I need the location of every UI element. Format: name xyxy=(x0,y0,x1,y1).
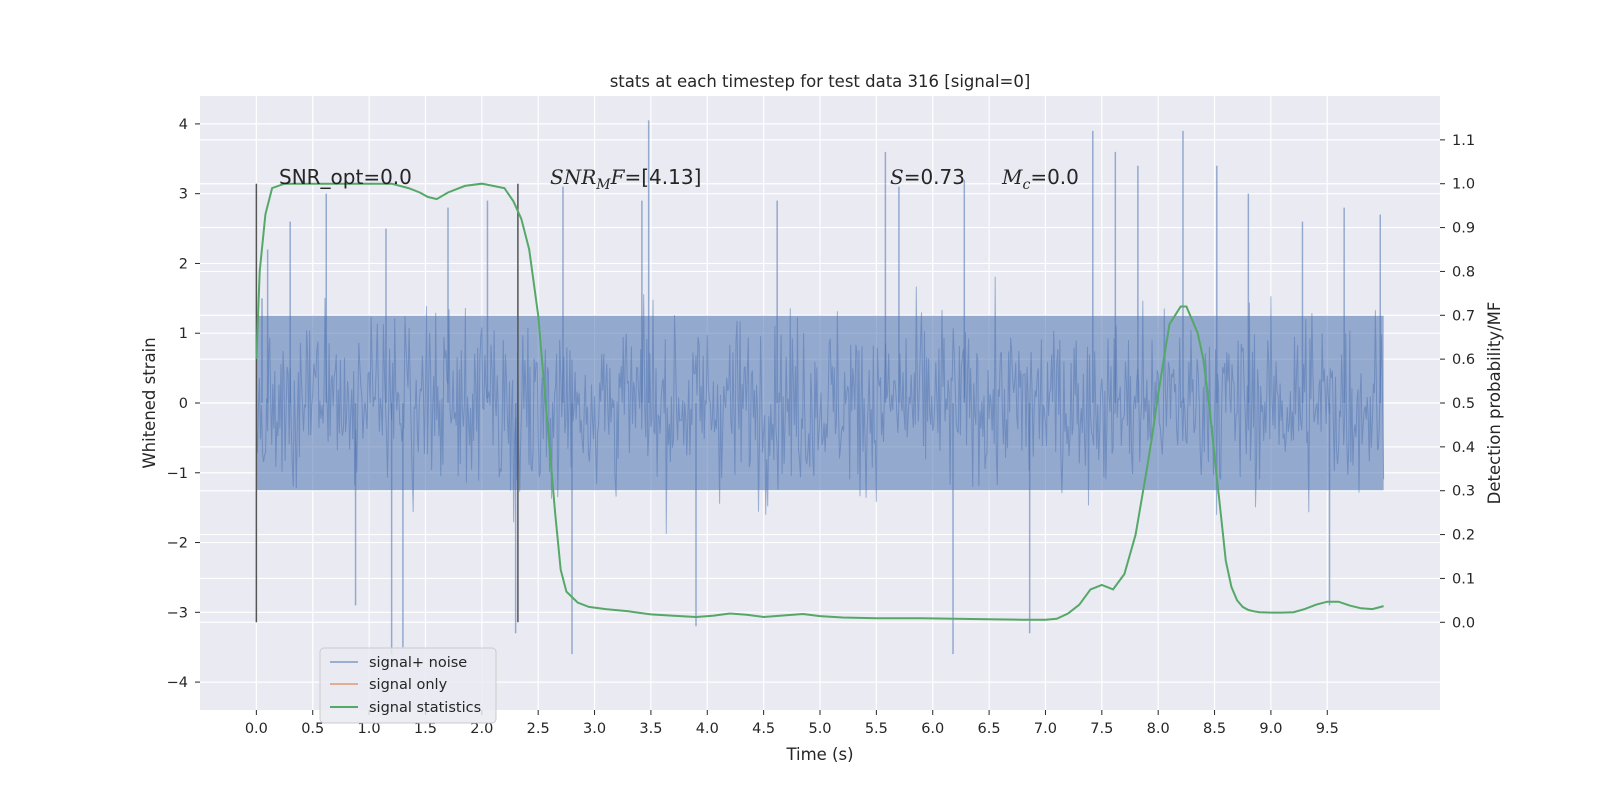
x-tick-label: 0.5 xyxy=(301,721,324,737)
s-value: =0.73 xyxy=(904,165,965,189)
mc-value: =0.0 xyxy=(1030,165,1079,189)
noise-series xyxy=(255,120,1385,655)
snr-mf-annotation: SNRMF=[4.13] xyxy=(550,165,701,193)
x-tick-label: 3.0 xyxy=(583,721,606,737)
y-right-tick-label: 0.9 xyxy=(1452,221,1475,237)
y-left-tick-label: −1 xyxy=(167,466,188,482)
noise-trace xyxy=(255,276,1385,534)
signal-statistics-line xyxy=(255,182,1384,621)
y-right-tick-label: 0.8 xyxy=(1452,264,1475,280)
snr-mf-symbol: SNR xyxy=(550,165,596,189)
y-left-tick-label: −4 xyxy=(167,675,188,691)
x-tick-label: 6.5 xyxy=(978,721,1001,737)
legend-box xyxy=(319,647,497,724)
y-right-tick-label: 0.1 xyxy=(1452,571,1475,587)
y-left-tick-label: −2 xyxy=(167,536,188,552)
legend-label-signal-statistics: signal statistics xyxy=(369,700,481,716)
x-tick-label: 1.5 xyxy=(414,721,437,737)
y-left-tick-label: 2 xyxy=(179,256,188,272)
y-left-tick-label: 1 xyxy=(179,326,188,342)
y-right-tick-label: 0.0 xyxy=(1452,615,1475,631)
x-tick-label: 9.0 xyxy=(1259,721,1282,737)
right-y-tick-labels: 1.1 1.0 0.9 0.8 0.7 0.6 0.5 0.4 0.3 0.2 0.1 0.0 xyxy=(1440,133,1475,631)
mc-subscript: c xyxy=(1022,177,1030,193)
x-tick-label: 8.5 xyxy=(1203,721,1226,737)
x-tick-label: 4.0 xyxy=(696,721,719,737)
x-tick-label: 8.0 xyxy=(1147,721,1170,737)
y-right-tick-label: 0.7 xyxy=(1452,308,1475,324)
x-tick-label: 1.0 xyxy=(358,721,381,737)
chart-title: stats at each timestep for test data 316… xyxy=(610,72,1031,91)
y-left-tick-label: −3 xyxy=(167,605,188,621)
mc-symbol: M xyxy=(1001,165,1023,189)
s-annotation: S=0.73 xyxy=(890,165,965,189)
snr-mf-subscript: M xyxy=(595,177,611,193)
legend: signal+ noise signal only signal statist… xyxy=(319,647,497,724)
mc-annotation: Mc=0.0 xyxy=(1001,165,1079,193)
left-y-axis-label: Whitened strain xyxy=(140,337,159,468)
x-tick-label: 5.5 xyxy=(865,721,888,737)
y-right-tick-label: 0.5 xyxy=(1452,396,1475,412)
right-y-axis-label: Detection probability/MF xyxy=(1485,302,1504,505)
x-tick-label: 0.0 xyxy=(245,721,268,737)
y-right-tick-label: 1.1 xyxy=(1452,133,1475,149)
legend-label-signal-only: signal only xyxy=(369,677,448,693)
x-tick-label: 6.0 xyxy=(921,721,944,737)
x-tick-label: 2.0 xyxy=(470,721,493,737)
left-y-tick-labels: 4 3 2 1 0 −1 −2 −3 −4 xyxy=(167,117,200,691)
x-tick-label: 7.0 xyxy=(1034,721,1057,737)
x-tick-label: 2.5 xyxy=(527,721,550,737)
x-tick-label: 7.5 xyxy=(1090,721,1113,737)
x-tick-label: 3.5 xyxy=(639,721,662,737)
y-right-tick-label: 0.6 xyxy=(1452,352,1475,368)
y-left-tick-label: 3 xyxy=(179,187,188,203)
vertical-markers xyxy=(255,183,519,623)
snr-mf-value: =[4.13] xyxy=(625,165,702,189)
legend-label-signal-noise: signal+ noise xyxy=(369,655,467,671)
y-right-tick-label: 0.4 xyxy=(1452,440,1475,456)
x-tick-label: 4.5 xyxy=(752,721,775,737)
y-right-tick-label: 0.3 xyxy=(1452,484,1475,500)
snr-mf-symbol-tail: F xyxy=(610,165,626,189)
x-axis-label: Time (s) xyxy=(785,745,853,764)
x-tick-label: 9.5 xyxy=(1316,721,1339,737)
y-right-tick-label: 0.2 xyxy=(1452,528,1475,544)
y-left-tick-label: 0 xyxy=(179,396,188,412)
snr-opt-annotation: SNR_opt=0.0 xyxy=(279,165,412,189)
x-tick-label: 5.0 xyxy=(808,721,831,737)
y-left-tick-label: 4 xyxy=(179,117,188,133)
s-symbol: S xyxy=(890,165,904,189)
y-right-tick-label: 1.0 xyxy=(1452,177,1475,193)
x-tick-labels: 0.0 0.5 1.0 1.5 2.0 2.5 3.0 3.5 4.0 4.5 5.0 5.5 6.0 6… xyxy=(245,710,1339,737)
